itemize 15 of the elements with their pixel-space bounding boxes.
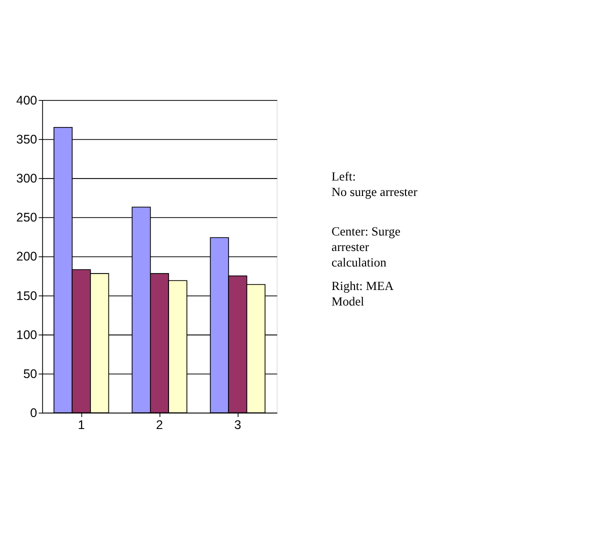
x-tick-label: 1 bbox=[78, 418, 85, 432]
text: Right: MEA Model bbox=[332, 278, 394, 309]
text: Center: Surge arrester calculation bbox=[332, 224, 401, 270]
y-tick-label: 0 bbox=[30, 406, 38, 420]
y-tick-label: 400 bbox=[16, 93, 38, 108]
x-tick-label: 3 bbox=[234, 418, 242, 432]
y-tick-label: 50 bbox=[23, 366, 38, 381]
y-tick-label: 250 bbox=[16, 210, 38, 225]
y-tick-label: 350 bbox=[16, 132, 38, 146]
x-tick-label: 2 bbox=[156, 418, 164, 432]
text: Left: No surge arrester bbox=[332, 170, 418, 200]
y-tick-label: 200 bbox=[16, 250, 38, 264]
y-tick-label: 150 bbox=[16, 288, 38, 303]
y-tick-label: 300 bbox=[16, 171, 38, 186]
y-tick-label: 100 bbox=[16, 328, 38, 342]
